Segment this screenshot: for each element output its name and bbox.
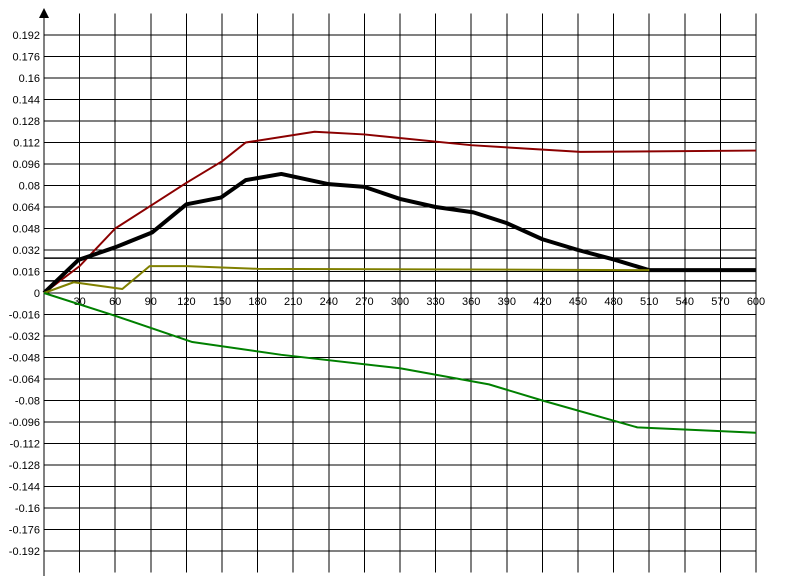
- y-tick-label: 0.096: [12, 159, 40, 171]
- y-tick-label: 0.192: [12, 30, 40, 42]
- x-tick-label: 570: [711, 296, 729, 308]
- y-tick-label: 0.032: [12, 245, 40, 257]
- y-tick-label: 0.144: [12, 94, 40, 106]
- y-tick-label: -0.144: [9, 481, 40, 493]
- x-tick-label: 180: [248, 296, 266, 308]
- x-tick-label: 510: [640, 296, 658, 308]
- y-tick-label: -0.192: [9, 546, 40, 558]
- y-tick-label: -0.112: [10, 438, 40, 450]
- x-tick-label: 330: [426, 296, 444, 308]
- x-tick-label: 360: [462, 296, 480, 308]
- y-tick-label: 0.08: [19, 180, 40, 192]
- y-tick-label: -0.128: [9, 460, 40, 472]
- x-tick-label: 540: [676, 296, 694, 308]
- y-tick-label: -0.048: [9, 352, 40, 364]
- series-line: [43, 265, 650, 294]
- series-line: [43, 292, 757, 434]
- x-tick-label: 150: [213, 296, 231, 308]
- series-line: [42, 171, 756, 295]
- y-tick-label: 0.128: [12, 116, 40, 128]
- y-tick-label: -0.016: [9, 309, 40, 321]
- x-tick-label: 240: [320, 296, 338, 308]
- y-tick-label: -0.08: [15, 395, 40, 407]
- series-line: [43, 130, 757, 294]
- y-tick-label: -0.096: [9, 417, 40, 429]
- x-tick-label: 90: [145, 296, 157, 308]
- y-tick-label: 0.048: [12, 223, 40, 235]
- x-tick-label: 300: [391, 296, 409, 308]
- x-tick-label: 600: [747, 296, 765, 308]
- y-tick-label: -0.176: [9, 524, 40, 536]
- x-tick-label: 390: [498, 296, 516, 308]
- y-tick-label: 0.112: [13, 137, 40, 149]
- x-tick-label: 480: [604, 296, 622, 308]
- x-tick-label: 450: [569, 296, 587, 308]
- x-tick-label: 120: [177, 296, 195, 308]
- x-tick-label: 60: [109, 296, 121, 308]
- y-tick-label: 0.016: [12, 266, 40, 278]
- y-tick-label: 0: [34, 288, 40, 300]
- x-tick-label: 270: [355, 296, 373, 308]
- y-tick-label: 0.176: [12, 51, 40, 63]
- y-tick-label: -0.064: [9, 374, 40, 386]
- y-tick-label: 0.16: [19, 73, 40, 85]
- x-tick-label: 210: [284, 296, 302, 308]
- y-tick-label: -0.16: [15, 503, 40, 515]
- y-tick-label: 0.064: [12, 202, 40, 214]
- y-tick-label: -0.032: [9, 331, 40, 343]
- x-tick-label: 420: [533, 296, 551, 308]
